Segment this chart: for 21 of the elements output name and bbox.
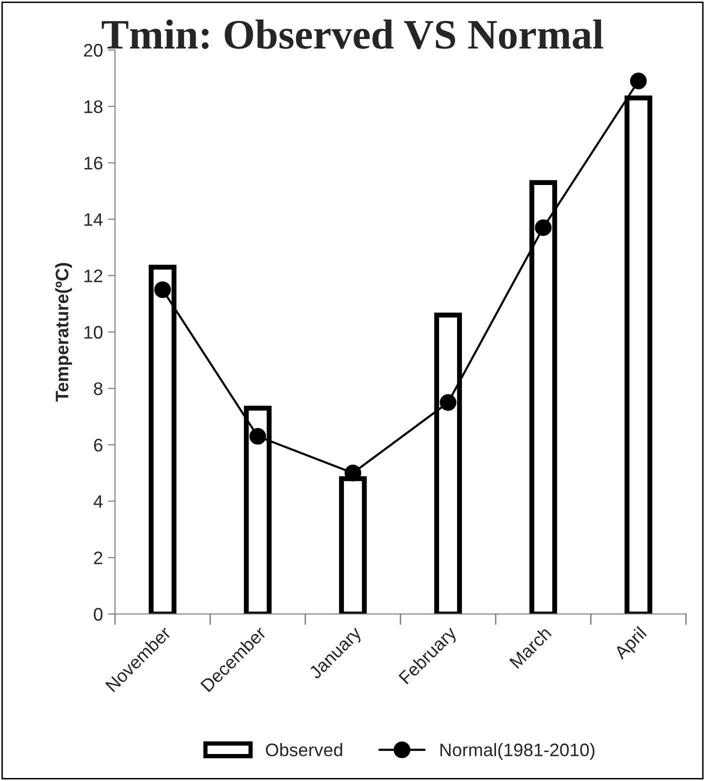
y-tick-label: 4 — [94, 495, 103, 508]
y-tick-label: 14 — [84, 213, 103, 226]
point — [440, 394, 456, 411]
point — [154, 281, 171, 298]
point — [534, 219, 552, 236]
y-tick-label: 10 — [84, 326, 102, 339]
point — [249, 428, 266, 445]
y-tick-label: 12 — [84, 270, 102, 282]
legend-label: Normal(1981-2010) — [440, 743, 594, 760]
y-tick-label: 0 — [94, 608, 102, 621]
legend-label: Observed — [266, 743, 342, 756]
chart-title: Tmin: Observed VS Normal — [102, 20, 604, 50]
y-tick-label: 8 — [94, 382, 102, 396]
point — [344, 464, 362, 482]
y-tick-label: 16 — [84, 156, 102, 170]
y-axis-title: Temperature(ºC) — [55, 263, 72, 402]
point — [630, 72, 647, 90]
y-tick-label: 6 — [94, 438, 102, 452]
y-tick-label: 20 — [84, 44, 102, 57]
y-tick-label: 18 — [84, 100, 102, 114]
y-tick-label: 2 — [94, 552, 102, 564]
